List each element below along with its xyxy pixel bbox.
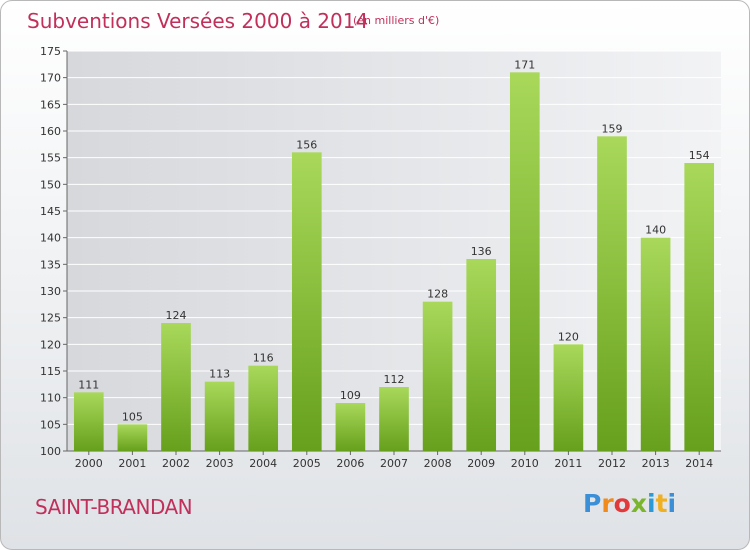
y-tick-label: 100 bbox=[40, 445, 61, 458]
x-tick-label: 2004 bbox=[249, 457, 277, 470]
bar bbox=[117, 424, 148, 451]
y-tick-label: 115 bbox=[40, 365, 61, 378]
x-tick-label: 2000 bbox=[75, 457, 103, 470]
place-name: SAINT-BRANDAN bbox=[35, 495, 193, 519]
y-tick-label: 160 bbox=[40, 125, 61, 138]
bar bbox=[597, 136, 627, 452]
bar bbox=[684, 163, 715, 451]
data-label: 112 bbox=[384, 373, 405, 386]
data-label: 124 bbox=[166, 309, 187, 322]
y-tick-label: 150 bbox=[40, 178, 61, 191]
x-tick-label: 2005 bbox=[293, 457, 321, 470]
logo-letter: P bbox=[583, 489, 602, 518]
bar bbox=[335, 403, 366, 451]
bar bbox=[291, 152, 322, 452]
data-label: 111 bbox=[78, 378, 99, 391]
data-label: 159 bbox=[602, 122, 623, 135]
y-tick-label: 165 bbox=[40, 98, 61, 111]
logo-letter: x bbox=[630, 489, 647, 518]
x-tick-label: 2008 bbox=[424, 457, 452, 470]
y-tick-label: 145 bbox=[40, 205, 61, 218]
y-tick-label: 105 bbox=[40, 418, 61, 431]
data-label: 171 bbox=[514, 58, 535, 71]
x-tick-label: 2011 bbox=[554, 457, 582, 470]
bar bbox=[161, 323, 191, 451]
y-tick-label: 120 bbox=[40, 338, 61, 351]
bar bbox=[204, 381, 235, 451]
x-tick-label: 2010 bbox=[511, 457, 539, 470]
x-tick-label: 2007 bbox=[380, 457, 408, 470]
data-label: 136 bbox=[471, 245, 492, 258]
x-tick-label: 2002 bbox=[162, 457, 190, 470]
bar bbox=[466, 259, 497, 451]
bar bbox=[640, 237, 671, 451]
y-tick-label: 135 bbox=[40, 258, 61, 271]
data-label: 140 bbox=[645, 224, 666, 237]
y-tick-label: 130 bbox=[40, 285, 61, 298]
proxiti-logo[interactable]: Proxiti bbox=[583, 489, 676, 518]
logo-letter: t bbox=[655, 489, 668, 518]
x-tick-label: 2003 bbox=[206, 457, 234, 470]
chart-subtitle: (en milliers d'€) bbox=[353, 14, 440, 27]
data-label: 128 bbox=[427, 288, 448, 301]
data-label: 113 bbox=[209, 368, 230, 381]
data-label: 156 bbox=[296, 138, 317, 151]
x-tick-label: 2009 bbox=[467, 457, 495, 470]
logo-letter: i bbox=[647, 489, 656, 518]
y-tick-label: 170 bbox=[40, 72, 61, 85]
data-label: 109 bbox=[340, 389, 361, 402]
x-tick-label: 2001 bbox=[118, 457, 146, 470]
data-label: 105 bbox=[122, 410, 143, 423]
bar bbox=[73, 392, 104, 451]
y-tick-label: 110 bbox=[40, 392, 61, 405]
data-label: 120 bbox=[558, 330, 579, 343]
x-tick-label: 2012 bbox=[598, 457, 626, 470]
bar bbox=[422, 301, 453, 451]
y-tick-label: 125 bbox=[40, 312, 61, 325]
y-tick-label: 155 bbox=[40, 152, 61, 165]
x-tick-label: 2006 bbox=[336, 457, 364, 470]
data-label: 116 bbox=[253, 352, 274, 365]
bar bbox=[248, 365, 279, 451]
logo-letter: i bbox=[667, 489, 677, 518]
logo-letter: r bbox=[601, 489, 614, 518]
x-tick-label: 2013 bbox=[642, 457, 670, 470]
bar bbox=[509, 72, 540, 451]
logo-letter: o bbox=[613, 489, 631, 518]
bar bbox=[379, 387, 409, 451]
y-tick-label: 140 bbox=[40, 232, 61, 245]
chart-title: Subventions Versées 2000 à 2014 bbox=[27, 9, 369, 33]
x-tick-label: 2014 bbox=[685, 457, 713, 470]
data-label: 154 bbox=[689, 149, 710, 162]
y-tick-label: 175 bbox=[40, 45, 61, 58]
bar bbox=[553, 344, 584, 451]
